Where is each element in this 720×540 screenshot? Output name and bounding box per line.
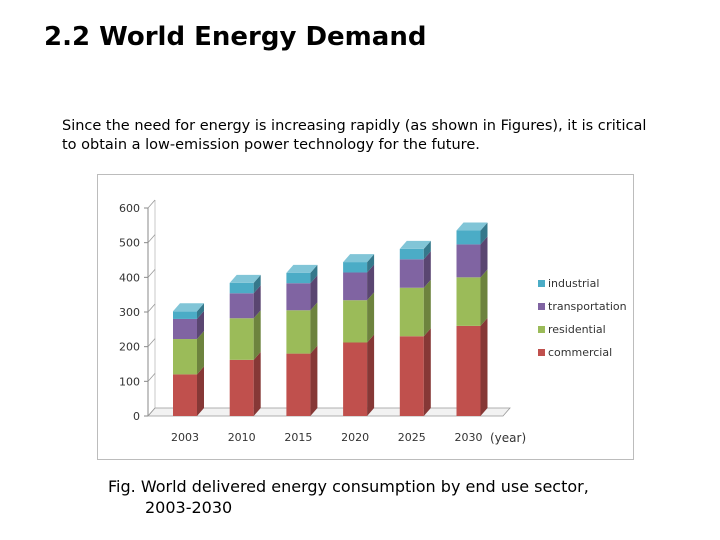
bar-side-residential-2020 xyxy=(367,292,375,343)
bar-segment-industrial-2010 xyxy=(229,282,254,294)
x-axis-label: (year) xyxy=(490,431,526,445)
y-tick-label: 0 xyxy=(133,410,140,423)
bar-top-2010 xyxy=(229,274,261,283)
legend-label-commercial: commercial xyxy=(548,346,612,359)
bar-side-industrial-2025 xyxy=(423,240,431,260)
bar-segment-commercial-2003 xyxy=(173,374,197,416)
legend-swatch-residential xyxy=(538,326,545,333)
bar-side-commercial-2015 xyxy=(310,345,318,416)
bar-side-industrial-2003 xyxy=(197,303,204,319)
legend-swatch-commercial xyxy=(538,349,545,356)
intro-paragraph: Since the need for energy is increasing … xyxy=(62,118,647,153)
bar-segment-commercial-2010 xyxy=(229,359,254,416)
bar-side-industrial-2030 xyxy=(480,222,488,245)
y-tick-depth xyxy=(147,338,156,347)
y-tick-label: 300 xyxy=(119,306,140,319)
legend-label-residential: residential xyxy=(548,323,606,336)
bar-segment-residential-2010 xyxy=(229,318,254,360)
y-tick-depth xyxy=(147,373,156,382)
page-title: 2.2 World Energy Demand xyxy=(44,22,427,52)
bar-side-industrial-2015 xyxy=(310,264,318,284)
y-tick-label: 600 xyxy=(119,202,140,215)
chart-frame: 0 100 200 300 400 500 600 2003 2010 2015 2020 2025 2… xyxy=(97,174,634,460)
legend-swatch-transportation xyxy=(538,303,545,310)
bar-side-residential-2015 xyxy=(310,302,318,354)
bar-segment-industrial-2020 xyxy=(343,262,368,273)
bar-side-transportation-2003 xyxy=(197,310,204,340)
bar-segment-transportation-2020 xyxy=(343,272,368,301)
caption-line-2: 2003-2030 xyxy=(145,498,233,517)
bar-top-2030 xyxy=(456,222,488,231)
stacked-bar-chart: 0 100 200 300 400 500 600 2003 2010 2015 2020 2025 2… xyxy=(119,199,627,445)
bar-side-transportation-2030 xyxy=(480,236,488,278)
bar-side-transportation-2010 xyxy=(253,285,261,319)
bar-side-commercial-2003 xyxy=(197,366,204,416)
y-tick-depth xyxy=(147,269,156,278)
bar-side-transportation-2015 xyxy=(310,275,318,311)
caption-line-1: Fig. World delivered energy consumption … xyxy=(108,477,589,496)
bar-segment-residential-2003 xyxy=(173,339,197,375)
bar-side-industrial-2010 xyxy=(253,274,261,294)
bar-segment-industrial-2030 xyxy=(456,230,481,245)
bar-segment-transportation-2030 xyxy=(456,244,481,278)
y-tick-depth xyxy=(147,407,156,417)
y-tick-depth xyxy=(147,199,156,209)
legend-label-transportation: transportation xyxy=(548,300,627,313)
bar-segment-industrial-2003 xyxy=(173,311,197,319)
legend-label-industrial: industrial xyxy=(548,277,599,290)
bar-side-commercial-2030 xyxy=(480,317,488,416)
bar-segment-residential-2025 xyxy=(399,287,424,337)
bar-segment-commercial-2025 xyxy=(399,336,424,416)
bar-side-residential-2025 xyxy=(423,279,431,337)
bar-segment-residential-2030 xyxy=(456,277,481,326)
y-tick-label: 500 xyxy=(119,237,140,250)
bar-segment-residential-2015 xyxy=(286,310,311,354)
bar-top-2020 xyxy=(343,254,375,263)
x-tick-label: 2003 xyxy=(171,431,199,444)
bar-top-2003 xyxy=(173,303,204,312)
x-tick-label: 2025 xyxy=(398,431,426,444)
bar-segment-commercial-2020 xyxy=(343,342,368,416)
bar-side-industrial-2020 xyxy=(367,254,375,273)
bar-segment-transportation-2015 xyxy=(286,283,311,311)
bar-side-commercial-2025 xyxy=(423,328,431,416)
bar-segment-commercial-2030 xyxy=(456,325,481,416)
bar-segment-industrial-2015 xyxy=(286,272,311,284)
bar-segment-transportation-2025 xyxy=(399,259,424,288)
bar-segment-commercial-2015 xyxy=(286,353,311,416)
bar-side-residential-2010 xyxy=(253,310,261,360)
legend-swatch-industrial xyxy=(538,280,545,287)
x-tick-label: 2020 xyxy=(341,431,369,444)
bar-side-transportation-2025 xyxy=(423,251,431,288)
y-tick-label: 400 xyxy=(119,271,140,284)
bar-side-residential-2030 xyxy=(480,269,488,326)
x-tick-label: 2030 xyxy=(455,431,483,444)
bar-side-commercial-2020 xyxy=(367,334,375,416)
bar-segment-transportation-2010 xyxy=(229,293,254,319)
bar-top-2025 xyxy=(399,240,431,249)
bar-segment-residential-2020 xyxy=(343,300,368,343)
bar-top-2015 xyxy=(286,264,318,273)
bar-segment-transportation-2003 xyxy=(173,318,197,340)
bar-segment-industrial-2025 xyxy=(399,248,424,260)
y-tick-depth xyxy=(147,303,156,313)
y-tick-depth xyxy=(147,234,156,243)
y-tick-label: 100 xyxy=(119,375,140,388)
x-tick-label: 2015 xyxy=(284,431,312,444)
y-tick-label: 200 xyxy=(119,341,140,354)
bar-side-transportation-2020 xyxy=(367,264,375,301)
figure-caption: Fig. World delivered energy consumption … xyxy=(108,476,688,518)
bar-side-commercial-2010 xyxy=(253,351,261,416)
bar-side-residential-2003 xyxy=(197,331,204,375)
x-tick-label: 2010 xyxy=(228,431,256,444)
